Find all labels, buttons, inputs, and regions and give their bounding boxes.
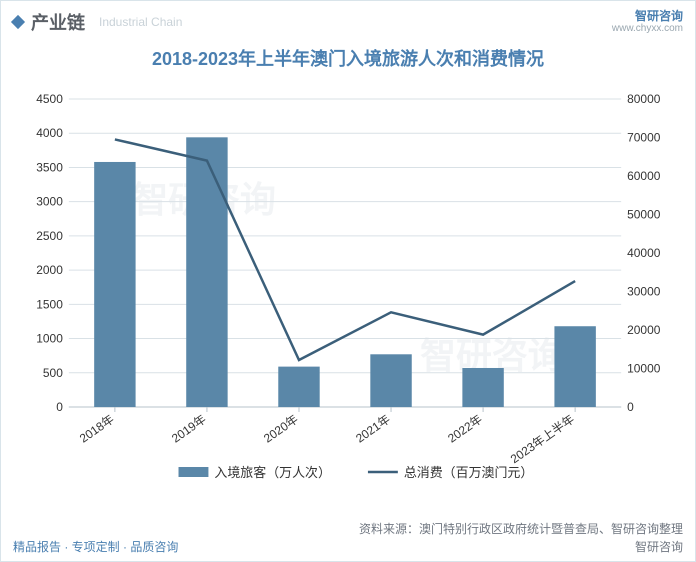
svg-text:2018年: 2018年 [77, 412, 117, 446]
chart: 智研咨询智研咨询05001000150020002500300035004000… [21, 89, 675, 499]
svg-text:0: 0 [627, 400, 634, 414]
svg-text:20000: 20000 [627, 323, 661, 337]
svg-text:1000: 1000 [36, 332, 63, 346]
svg-text:2019年: 2019年 [169, 412, 209, 446]
footer-left: 精品报告 · 专项定制 · 品质咨询 [13, 538, 178, 555]
section-title: 产业链 [31, 9, 85, 35]
section-subtitle: Industrial Chain [99, 15, 182, 29]
svg-text:40000: 40000 [627, 246, 661, 260]
svg-text:30000: 30000 [627, 284, 661, 298]
svg-text:总消费（百万澳门元）: 总消费（百万澳门元） [404, 465, 534, 480]
svg-text:1500: 1500 [36, 297, 63, 311]
logo: 智研咨询 www.chyxx.com [612, 9, 683, 35]
svg-text:500: 500 [43, 366, 63, 380]
svg-text:3000: 3000 [36, 195, 63, 209]
svg-text:2500: 2500 [36, 229, 63, 243]
svg-text:80000: 80000 [627, 92, 661, 106]
svg-text:4500: 4500 [36, 92, 63, 106]
svg-text:2020年: 2020年 [261, 412, 301, 446]
svg-text:2000: 2000 [36, 263, 63, 277]
diamond-icon [11, 15, 25, 29]
svg-text:3500: 3500 [36, 160, 63, 174]
chart-title: 2018-2023年上半年澳门入境旅游人次和消费情况 [1, 45, 695, 71]
svg-text:70000: 70000 [627, 130, 661, 144]
logo-url: www.chyxx.com [612, 23, 683, 35]
svg-text:10000: 10000 [627, 361, 661, 375]
source-text: 资料来源：澳门特别行政区政府统计暨普查局、智研咨询整理 [359, 520, 683, 537]
svg-text:50000: 50000 [627, 207, 661, 221]
svg-text:入境旅客（万人次）: 入境旅客（万人次） [214, 465, 331, 480]
svg-text:2021年: 2021年 [353, 412, 393, 446]
svg-text:4000: 4000 [36, 126, 63, 140]
svg-text:2022年: 2022年 [445, 412, 485, 446]
footer-right: 智研咨询 [635, 538, 683, 555]
logo-name: 智研咨询 [612, 9, 683, 23]
svg-text:0: 0 [56, 400, 63, 414]
svg-text:2023年上半年: 2023年上半年 [508, 412, 577, 466]
svg-text:60000: 60000 [627, 169, 661, 183]
